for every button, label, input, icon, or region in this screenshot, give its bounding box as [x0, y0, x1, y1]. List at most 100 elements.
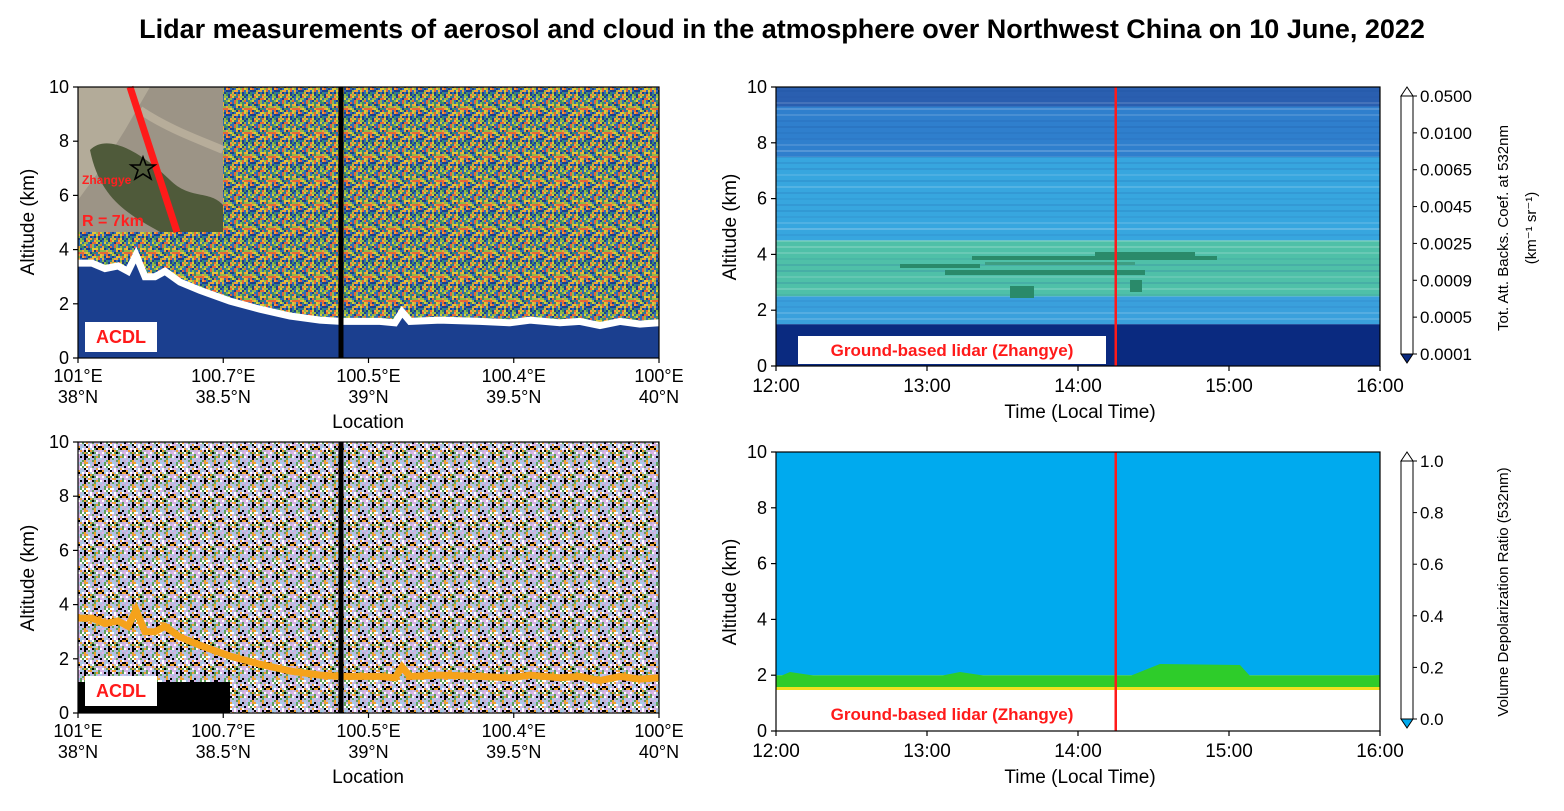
label-box: Ground-based lidar (Zhangye)	[798, 700, 1106, 728]
x-tick-label-lat: 39°N	[348, 387, 388, 407]
aerosol-layer	[900, 252, 1217, 298]
y-tick-label: 4	[757, 244, 767, 264]
colorbar-top-arrow	[1400, 451, 1414, 462]
label-box-text: Ground-based lidar (Zhangye)	[831, 705, 1074, 724]
colorbar-tick-label: 0.0065	[1420, 161, 1472, 180]
colorbar-tick-label: 0.0	[1420, 710, 1444, 729]
colorbar-tick-label: 0.0500	[1420, 87, 1472, 106]
colorbar-label: Volume Depolarization Ratio (532nm)	[1495, 467, 1512, 716]
x-tick-label-lat: 38.5°N	[196, 387, 251, 407]
x-tick-label-lon: 100°E	[634, 366, 683, 386]
x-tick-label-lon: 100.5°E	[336, 366, 400, 386]
y-axis-label: Altitude (km)	[18, 169, 39, 276]
x-tick-label: 14:00	[1054, 376, 1102, 397]
x-axis: 12:00 13:00 14:00 15:00 16:00	[752, 366, 1404, 397]
colorbar-tick-label: 0.2	[1420, 658, 1444, 677]
y-tick-label: 8	[757, 498, 767, 518]
y-tick-label: 6	[59, 185, 69, 205]
x-tick-label-lat: 40°N	[639, 387, 679, 407]
colorbar-label: Tot. Att. Backs. Coef. at 532nm	[1495, 125, 1512, 331]
y-axis-label: Altitude (km)	[18, 525, 39, 632]
layer-band	[776, 106, 1380, 157]
boundary-layer-edge	[776, 664, 1380, 690]
colorbar-tick-label: 0.0005	[1420, 308, 1472, 327]
y-tick-label: 2	[757, 300, 767, 320]
x-tick-label-lat: 38°N	[58, 742, 98, 762]
x-tick-label: 13:00	[903, 741, 951, 762]
y-tick-label: 8	[59, 486, 69, 506]
colorbar-top-arrow	[1400, 86, 1414, 97]
y-tick-label: 2	[757, 665, 767, 685]
layer-band	[776, 87, 1380, 107]
y-tick-label: 4	[59, 240, 69, 260]
x-axis-label: Time (Local Time)	[1004, 767, 1155, 788]
x-axis: 12:00 13:00 14:00 15:00 16:00	[752, 731, 1404, 762]
x-tick-label: 16:00	[1356, 741, 1404, 762]
y-axis: 0 2 4 6 8 10	[49, 432, 78, 723]
x-tick-label-lon: 101°E	[53, 366, 102, 386]
colorbar-unit: (km⁻¹ sr⁻¹)	[1523, 192, 1540, 264]
label-box-text: Ground-based lidar (Zhangye)	[831, 341, 1074, 360]
label-box-text: ACDL	[96, 327, 146, 347]
inset-site-label: Zhangye	[82, 173, 132, 187]
x-tick-label-lat: 38.5°N	[196, 742, 251, 762]
y-tick-label: 6	[59, 540, 69, 560]
colorbar-tick-label: 0.4	[1420, 607, 1444, 626]
label-box: ACDL	[85, 322, 157, 352]
y-tick-label: 10	[747, 77, 767, 97]
x-tick-label-lon: 100.5°E	[336, 721, 400, 741]
colorbar-tick-label: 0.0009	[1420, 271, 1472, 290]
y-axis-label: Altitude (km)	[720, 539, 741, 646]
colorbar-bottom-arrow	[1400, 353, 1414, 364]
x-tick-label: 15:00	[1205, 741, 1253, 762]
y-tick-label: 0	[59, 348, 69, 368]
y-tick-label: 6	[757, 554, 767, 574]
y-axis: 0 2 4 6 8 10	[747, 77, 776, 376]
colorbar-tick-label: 0.0001	[1420, 345, 1472, 364]
x-tick-label-lat: 40°N	[639, 742, 679, 762]
x-tick-label-lat: 39.5°N	[486, 742, 541, 762]
y-axis-label: Altitude (km)	[720, 174, 741, 281]
layer-band	[776, 296, 1380, 325]
layer-band	[776, 156, 1380, 241]
panel-top-right: Ground-based lidar (Zhangye) 0 2 4 6 8 10 12:…	[720, 77, 1540, 423]
x-tick-label-lon: 101°E	[53, 721, 102, 741]
y-tick-label: 4	[757, 609, 767, 629]
panel-bottom-left: ACDL 0 2 4 6 8 10 101°E38°N 100.7°E38.5°N 100.5…	[18, 432, 684, 788]
y-tick-label: 4	[59, 595, 69, 615]
panel-bottom-right: Ground-based lidar (Zhangye) 0 2 4 6 8 10 12:…	[720, 442, 1512, 788]
label-box-text: ACDL	[96, 681, 146, 701]
x-tick-label-lon: 100.4°E	[482, 366, 546, 386]
x-tick-label-lon: 100.7°E	[191, 721, 255, 741]
y-axis: 0 2 4 6 8 10	[747, 442, 776, 741]
x-axis-label: Time (Local Time)	[1004, 402, 1155, 423]
y-tick-label: 6	[757, 189, 767, 209]
y-tick-label: 8	[59, 131, 69, 151]
x-tick-label-lon: 100°E	[634, 721, 683, 741]
colorbar-tick-label: 1.0	[1420, 452, 1444, 471]
surface-line	[78, 601, 659, 685]
x-axis-label: Location	[332, 412, 404, 433]
x-tick-label-lat: 39.5°N	[486, 387, 541, 407]
x-tick-label-lat: 39°N	[348, 742, 388, 762]
surface-region	[78, 255, 659, 358]
surface-line	[78, 246, 659, 330]
y-tick-label: 0	[757, 356, 767, 376]
y-tick-label: 2	[59, 649, 69, 669]
label-box: ACDL	[85, 676, 157, 706]
colorbar: 0.0 0.2 0.4 0.6 0.8 1.0	[1400, 451, 1444, 729]
ground-track-line	[126, 85, 181, 234]
inset-radius-label: R = 7km	[82, 213, 144, 230]
x-axis: 101°E38°N 100.7°E38.5°N 100.5°E39°N 100.4°E…	[53, 713, 684, 762]
layer-band	[776, 452, 1380, 676]
colorbar-tick-label: 0.6	[1420, 555, 1444, 574]
x-tick-label: 13:00	[903, 376, 951, 397]
y-tick-label: 0	[59, 703, 69, 723]
colorbar-bottom-arrow	[1400, 718, 1414, 729]
x-tick-label: 16:00	[1356, 376, 1404, 397]
label-box: Ground-based lidar (Zhangye)	[798, 336, 1106, 364]
inset-map: Zhangye R = 7km	[78, 85, 225, 234]
y-tick-label: 8	[757, 133, 767, 153]
